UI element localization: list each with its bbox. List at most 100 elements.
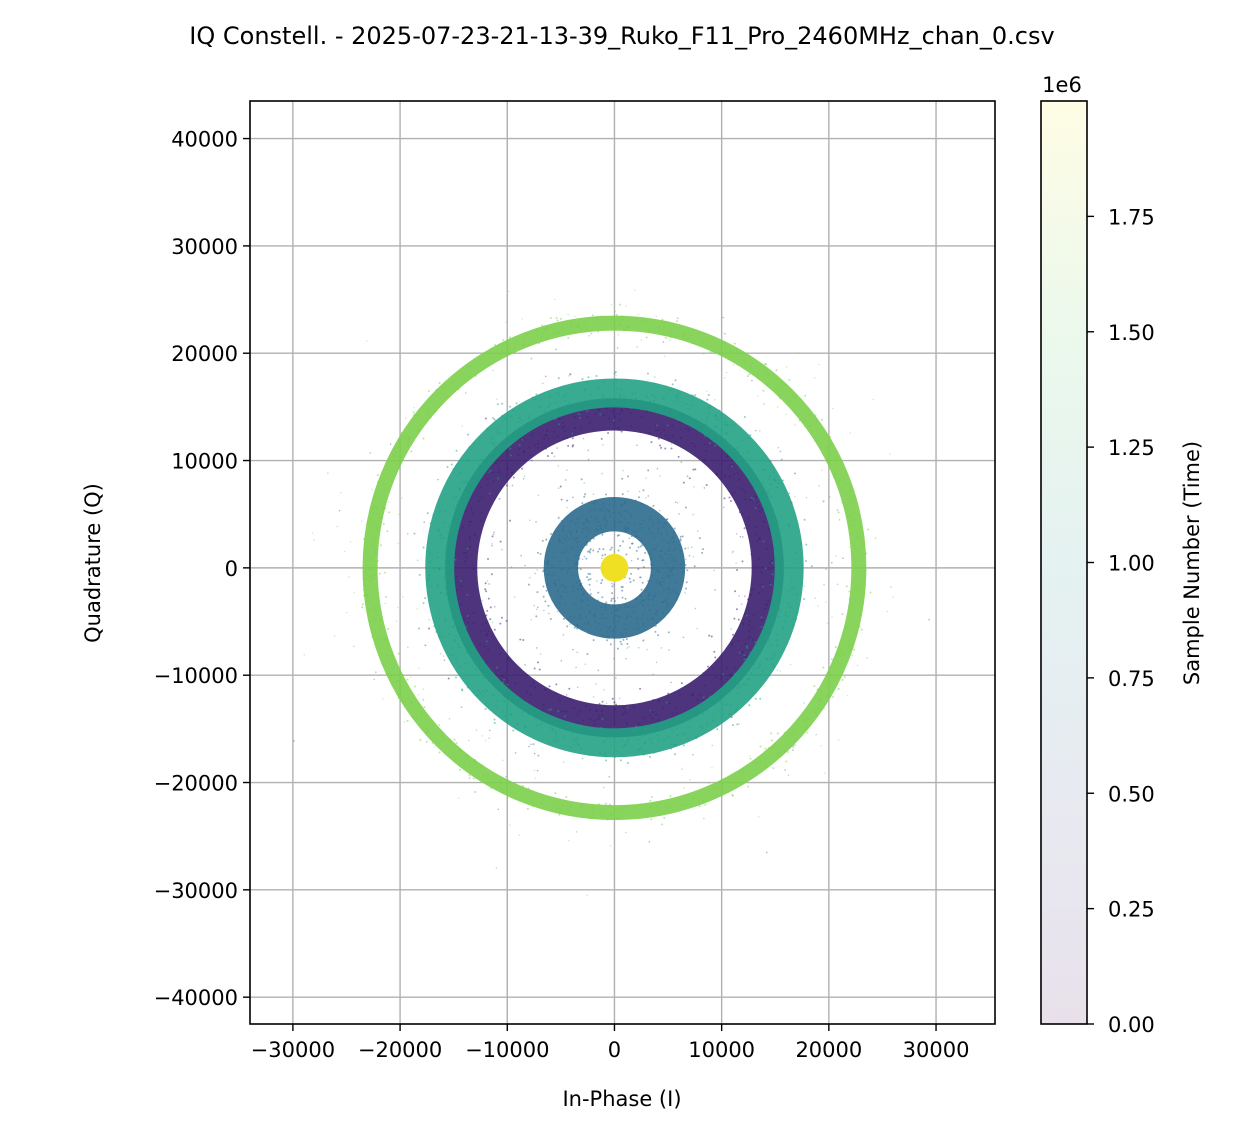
- scatter-outlier: [680, 461, 683, 463]
- scatter-point: [438, 529, 441, 532]
- scatter-point: [752, 663, 755, 666]
- scatter-point: [625, 528, 628, 531]
- scatter-point: [666, 533, 669, 536]
- scatter-point: [613, 755, 616, 758]
- scatter-point: [736, 691, 739, 694]
- scatter-outlier: [660, 647, 663, 649]
- scatter-point: [771, 573, 774, 576]
- scatter-point: [396, 693, 399, 696]
- scatter-point: [585, 615, 588, 618]
- scatter-point: [369, 580, 372, 583]
- scatter-point: [848, 590, 851, 593]
- scatter-point: [472, 568, 475, 571]
- scatter-point: [786, 751, 789, 754]
- scatter-point: [621, 318, 624, 321]
- scatter-point: [621, 713, 624, 716]
- scatter-point: [630, 535, 633, 538]
- scatter-point: [573, 603, 576, 606]
- scatter-point: [582, 527, 585, 530]
- scatter-point: [743, 416, 746, 419]
- scatter-outlier: [567, 313, 569, 316]
- scatter-point: [646, 619, 649, 622]
- scatter-point: [705, 416, 708, 419]
- scatter-outlier: [373, 678, 375, 681]
- scatter-point: [595, 728, 598, 731]
- scatter-point: [589, 708, 592, 711]
- scatter-outlier: [443, 659, 446, 662]
- scatter-point: [690, 800, 693, 803]
- scatter-point: [702, 707, 705, 710]
- scatter-point: [749, 364, 752, 367]
- scatter-point: [661, 333, 664, 336]
- scatter-point: [621, 493, 624, 496]
- scatter-point: [604, 553, 607, 556]
- scatter-point: [457, 645, 460, 648]
- scatter-point: [708, 634, 711, 637]
- scatter-point: [724, 423, 727, 426]
- scatter-point: [564, 399, 567, 402]
- scatter-point: [629, 572, 632, 575]
- scatter-point: [561, 530, 564, 533]
- scatter-outlier: [464, 391, 467, 394]
- scatter-point: [576, 627, 579, 630]
- scatter-point: [487, 557, 490, 560]
- scatter-point: [503, 676, 506, 679]
- scatter-point: [606, 631, 609, 634]
- scatter-point: [565, 404, 568, 407]
- scatter-point: [626, 706, 629, 709]
- scatter-outlier: [388, 501, 390, 503]
- scatter-point: [669, 591, 672, 594]
- scatter-point: [557, 578, 560, 581]
- colorbar-tick-label: 1.25: [1108, 436, 1155, 460]
- scatter-point: [613, 701, 616, 704]
- scatter-point: [378, 517, 381, 520]
- scatter-point: [578, 579, 581, 582]
- scatter-point: [435, 388, 438, 391]
- scatter-point: [585, 598, 588, 601]
- scatter-point: [762, 372, 765, 375]
- scatter-point: [759, 510, 762, 513]
- scatter-point: [563, 537, 566, 540]
- scatter-point: [634, 725, 637, 728]
- scatter-point: [676, 581, 679, 584]
- scatter-point: [736, 723, 739, 726]
- scatter-point: [732, 449, 735, 452]
- scatter-outlier: [703, 817, 705, 820]
- scatter-outlier: [600, 557, 603, 560]
- scatter-point: [597, 803, 600, 806]
- scatter-outlier: [543, 609, 545, 612]
- scatter-point: [547, 563, 550, 566]
- scatter-outlier: [460, 706, 463, 708]
- scatter-point: [581, 803, 584, 806]
- scatter-point: [613, 372, 616, 375]
- scatter-point: [538, 406, 541, 409]
- scatter-outlier: [418, 667, 420, 670]
- scatter-point: [607, 432, 610, 435]
- scatter-point: [664, 552, 667, 555]
- scatter-point: [545, 337, 548, 340]
- scatter-point: [521, 711, 524, 714]
- scatter-point: [410, 450, 413, 453]
- scatter-outlier: [692, 754, 694, 756]
- scatter-point: [709, 351, 712, 354]
- scatter-point: [632, 579, 635, 582]
- scatter-point: [457, 388, 460, 391]
- scatter-point: [569, 373, 572, 376]
- scatter-point: [841, 501, 844, 504]
- scatter-point: [648, 400, 651, 403]
- scatter-point: [673, 527, 676, 530]
- scatter-point: [793, 744, 796, 747]
- scatter-point: [854, 548, 857, 551]
- scatter-outlier: [678, 513, 680, 515]
- scatter-point: [784, 611, 787, 614]
- scatter-outlier: [805, 496, 808, 499]
- scatter-outlier: [336, 525, 339, 528]
- scatter-outlier: [814, 376, 816, 379]
- y-tick-label: 10000: [171, 450, 238, 474]
- scatter-outlier: [681, 768, 683, 770]
- scatter-point: [652, 536, 655, 539]
- scatter-outlier: [758, 430, 761, 432]
- scatter-point: [737, 639, 740, 642]
- scatter-point: [742, 622, 745, 625]
- scatter-point: [571, 731, 574, 734]
